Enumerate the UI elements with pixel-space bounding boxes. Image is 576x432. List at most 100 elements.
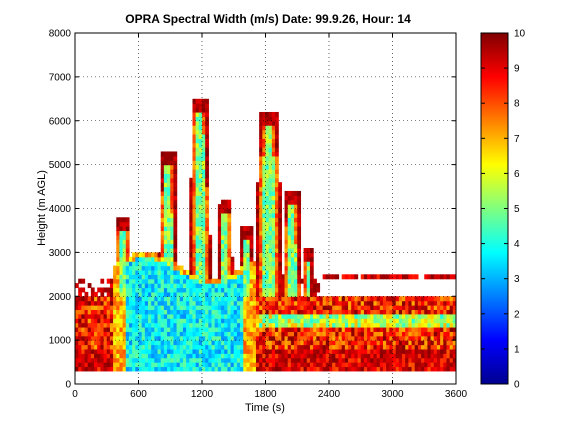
heatmap-cell: [278, 357, 282, 363]
heatmap-cell: [259, 164, 263, 170]
heatmap-cell: [87, 335, 92, 341]
heatmap-cell: [122, 353, 127, 359]
heatmap-cell: [186, 291, 190, 297]
heatmap-cell: [122, 357, 127, 363]
heatmap-cell: [281, 309, 286, 315]
heatmap-cell: [122, 296, 127, 302]
heatmap-cell: [297, 226, 302, 232]
heatmap-cell: [268, 362, 273, 368]
heatmap-cell: [246, 252, 251, 258]
heatmap-cell: [367, 326, 371, 332]
heatmap-cell: [198, 261, 203, 267]
heatmap-cell: [160, 195, 165, 201]
heatmap-cell: [163, 344, 168, 350]
heatmap-cell: [443, 348, 448, 354]
heatmap-cell: [116, 357, 121, 363]
heatmap-cell: [205, 287, 209, 293]
heatmap-cell: [297, 204, 302, 210]
heatmap-cell: [249, 366, 254, 372]
heatmap-cell: [173, 283, 178, 289]
heatmap-cell: [103, 300, 108, 306]
heatmap-cell: [325, 318, 330, 324]
heatmap-cell: [205, 366, 209, 372]
heatmap-cell: [246, 353, 251, 359]
heatmap-cell: [278, 234, 282, 240]
heatmap-cell: [262, 195, 267, 201]
heatmap-cell: [313, 318, 317, 324]
heatmap-cell: [443, 322, 448, 328]
heatmap-cell: [163, 283, 168, 289]
heatmap-cell: [402, 357, 406, 363]
heatmap-cell: [284, 331, 289, 337]
heatmap-cell: [179, 353, 184, 359]
heatmap-cell: [97, 366, 101, 372]
heatmap-cell: [411, 357, 416, 363]
heatmap-cell: [90, 331, 95, 337]
heatmap-cell: [230, 291, 235, 297]
heatmap-cell: [373, 331, 378, 337]
heatmap-cell: [224, 265, 228, 271]
heatmap-cell: [198, 182, 203, 188]
heatmap-cell: [341, 335, 346, 341]
heatmap-cell: [182, 331, 187, 337]
heatmap-cell: [287, 331, 292, 337]
heatmap-cell: [163, 182, 168, 188]
heatmap-cell: [160, 226, 165, 232]
heatmap-cell: [214, 322, 219, 328]
heatmap-cell: [221, 291, 225, 297]
heatmap-cell: [284, 362, 289, 368]
heatmap-cell: [271, 177, 276, 183]
heatmap-cell: [284, 335, 289, 341]
heatmap-cell: [135, 344, 140, 350]
heatmap-cell: [389, 335, 394, 341]
heatmap-cell: [128, 269, 133, 275]
heatmap-cell: [275, 256, 279, 262]
heatmap-cell: [195, 212, 200, 218]
heatmap-cell: [332, 344, 336, 350]
heatmap-cell: [408, 300, 413, 306]
heatmap-cell: [414, 309, 419, 315]
heatmap-cell: [176, 278, 181, 284]
heatmap-cell: [205, 247, 209, 253]
heatmap-cell: [179, 326, 184, 332]
heatmap-cell: [198, 265, 203, 271]
heatmap-cell: [198, 208, 203, 214]
heatmap-cell: [344, 335, 349, 341]
heatmap-cell: [198, 107, 203, 113]
heatmap-cell: [116, 217, 121, 223]
heatmap-cell: [113, 335, 117, 341]
heatmap-cell: [433, 305, 438, 311]
heatmap-cell: [259, 366, 263, 372]
heatmap-cell: [252, 366, 257, 372]
heatmap-cell: [132, 340, 136, 346]
heatmap-cell: [109, 357, 114, 363]
heatmap-cell: [195, 164, 200, 170]
heatmap-cell: [233, 335, 238, 341]
heatmap-cell: [284, 283, 289, 289]
heatmap-cell: [398, 353, 403, 359]
heatmap-cell: [100, 353, 105, 359]
heatmap-cell: [138, 305, 143, 311]
heatmap-cell: [452, 340, 456, 346]
heatmap-cell: [224, 300, 228, 306]
heatmap-cell: [119, 296, 124, 302]
heatmap-cell: [81, 305, 86, 311]
heatmap-cell: [341, 344, 346, 350]
heatmap-cell: [344, 300, 349, 306]
heatmap-cell: [205, 133, 209, 139]
heatmap-cell: [259, 160, 263, 166]
heatmap-cell: [84, 362, 89, 368]
heatmap-cell: [379, 340, 384, 346]
heatmap-cell: [290, 357, 295, 363]
heatmap-cell: [249, 274, 254, 280]
heatmap-cell: [421, 318, 425, 324]
heatmap-cell: [252, 322, 257, 328]
heatmap-cell: [132, 265, 136, 271]
heatmap-cell: [360, 305, 365, 311]
heatmap-cell: [417, 366, 422, 372]
heatmap-cell: [246, 366, 251, 372]
heatmap-cell: [78, 348, 82, 354]
heatmap-cell: [227, 331, 232, 337]
heatmap-cell: [392, 300, 397, 306]
